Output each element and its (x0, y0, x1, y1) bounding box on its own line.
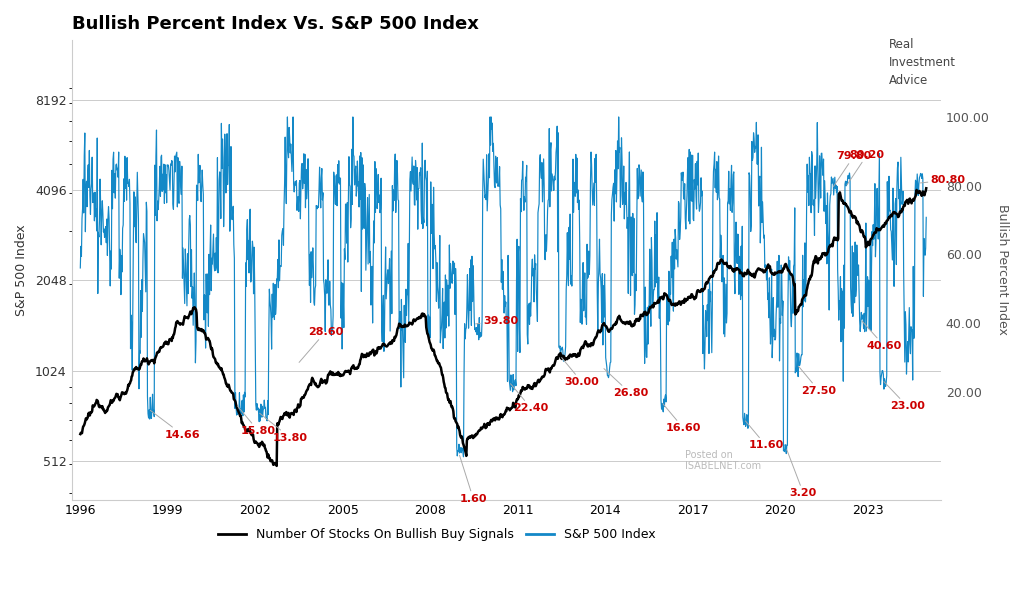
Text: 39.80: 39.80 (475, 316, 518, 326)
Text: 13.80: 13.80 (260, 413, 308, 442)
Text: 15.80: 15.80 (238, 407, 275, 436)
Legend: Number Of Stocks On Bullish Buy Signals, S&P 500 Index: Number Of Stocks On Bullish Buy Signals,… (213, 523, 660, 546)
Text: 26.80: 26.80 (604, 369, 648, 398)
Text: 11.60: 11.60 (745, 421, 783, 450)
Text: 80.20: 80.20 (847, 149, 885, 185)
Text: Bullish Percent Index Vs. S&P 500 Index: Bullish Percent Index Vs. S&P 500 Index (72, 15, 478, 33)
Text: 3.20: 3.20 (786, 450, 817, 498)
Text: 14.66: 14.66 (151, 410, 201, 440)
Text: 40.60: 40.60 (862, 321, 902, 350)
Text: Posted on
ISABELNET.com: Posted on ISABELNET.com (685, 450, 762, 471)
Text: 23.00: 23.00 (884, 382, 925, 411)
Text: 30.00: 30.00 (561, 358, 599, 387)
Text: Real
Investment
Advice: Real Investment Advice (889, 38, 955, 87)
Y-axis label: Bullish Percent Index: Bullish Percent Index (996, 204, 1009, 335)
Text: 1.60: 1.60 (460, 455, 487, 504)
Text: 79.80: 79.80 (834, 151, 871, 186)
Y-axis label: S&P 500 Index: S&P 500 Index (15, 224, 28, 316)
Text: 22.40: 22.40 (511, 384, 549, 413)
Text: 28.60: 28.60 (299, 327, 343, 362)
Text: 16.60: 16.60 (663, 404, 701, 433)
Text: 80.80: 80.80 (921, 175, 966, 185)
Text: 27.50: 27.50 (799, 366, 837, 396)
